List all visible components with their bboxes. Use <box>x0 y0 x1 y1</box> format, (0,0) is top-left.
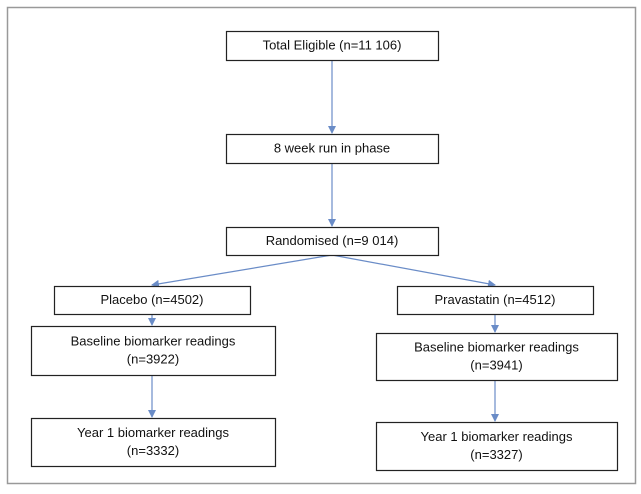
node-label: Placebo (n=4502) <box>101 292 204 307</box>
node: Baseline biomarker readings (n=3922) <box>30 325 277 377</box>
arrow <box>151 254 333 288</box>
node-label: Baseline biomarker readings <box>71 333 236 348</box>
arrows <box>148 60 499 422</box>
node: Placebo (n=4502) <box>53 285 252 316</box>
node-box <box>375 332 619 382</box>
node-label: (n=3332) <box>127 443 179 458</box>
node-box <box>225 30 440 62</box>
node: Total Eligible (n=11 106) <box>225 30 440 62</box>
node-box <box>225 133 440 165</box>
node-label: Baseline biomarker readings <box>414 339 579 354</box>
node: Baseline biomarker readings (n=3941) <box>375 332 619 382</box>
node-box <box>30 325 277 377</box>
node: Year 1 biomarker readings (n=3327) <box>375 421 619 472</box>
node-label: Pravastatin (n=4512) <box>434 292 555 307</box>
node-box <box>396 285 595 316</box>
node-label: Year 1 biomarker readings <box>421 429 573 444</box>
node-label: Year 1 biomarker readings <box>77 425 229 440</box>
node: 8 week run in phase <box>225 133 440 165</box>
frame <box>6 6 637 485</box>
node-label: Total Eligible (n=11 106) <box>263 37 402 52</box>
node-box <box>53 285 252 316</box>
node: Pravastatin (n=4512) <box>396 285 595 316</box>
node-label: 8 week run in phase <box>274 140 390 155</box>
node-box <box>225 226 440 257</box>
arrow <box>331 254 496 288</box>
node-label: Randomised (n=9 014) <box>266 233 399 248</box>
node: Year 1 biomarker readings (n=3332) <box>30 417 277 468</box>
node-label: (n=3941) <box>470 357 522 372</box>
node-box <box>30 417 277 468</box>
node: Randomised (n=9 014) <box>225 226 440 257</box>
node-label: (n=3327) <box>470 447 522 462</box>
node-label: (n=3922) <box>127 351 179 366</box>
nodes: Total Eligible (n=11 106) 8 week run in p… <box>30 30 619 472</box>
node-box <box>375 421 619 472</box>
